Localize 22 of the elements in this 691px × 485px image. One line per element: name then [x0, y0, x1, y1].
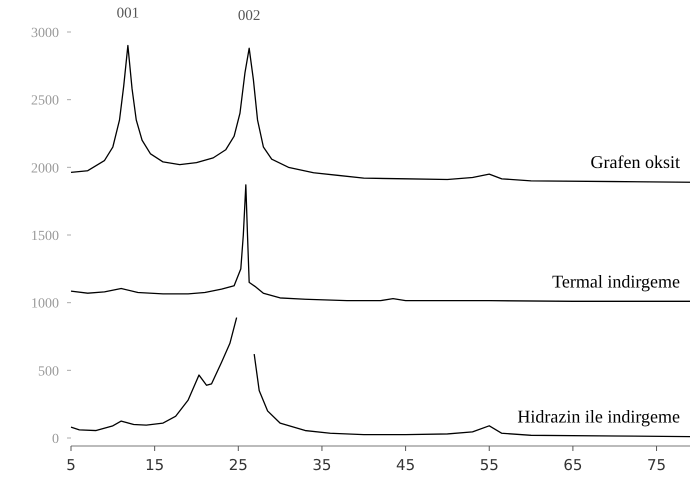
x-tick-label: 35 [312, 456, 332, 474]
annotation: 001 [116, 6, 140, 22]
x-tick-label: 55 [480, 456, 499, 474]
series-label: Grafen oksit [590, 152, 680, 172]
annotation: 002 [238, 8, 260, 24]
y-tick-label: 2500 [31, 94, 59, 109]
y-tick-label: 2000 [31, 161, 59, 176]
x-tick-label: 15 [145, 456, 164, 474]
line-series [70, 184, 691, 302]
y-tick-label: 500 [38, 364, 59, 380]
x-tick-label: 75 [646, 456, 666, 474]
series-label: Hidrazin ile indirgeme [517, 406, 680, 427]
line-series [70, 44, 691, 183]
series-label: Termal indirgeme [552, 271, 680, 292]
x-tick-label: 45 [396, 456, 416, 474]
x-tick-label: 25 [228, 456, 248, 474]
y-tick-label: 1500 [31, 229, 59, 244]
x-tick-label: 65 [563, 456, 582, 474]
y-tick-label: 1000 [31, 296, 59, 312]
x-tick-label: 5 [66, 456, 76, 474]
y-tick-label: 3000 [31, 26, 59, 41]
y-tick-label: 0 [52, 432, 59, 447]
